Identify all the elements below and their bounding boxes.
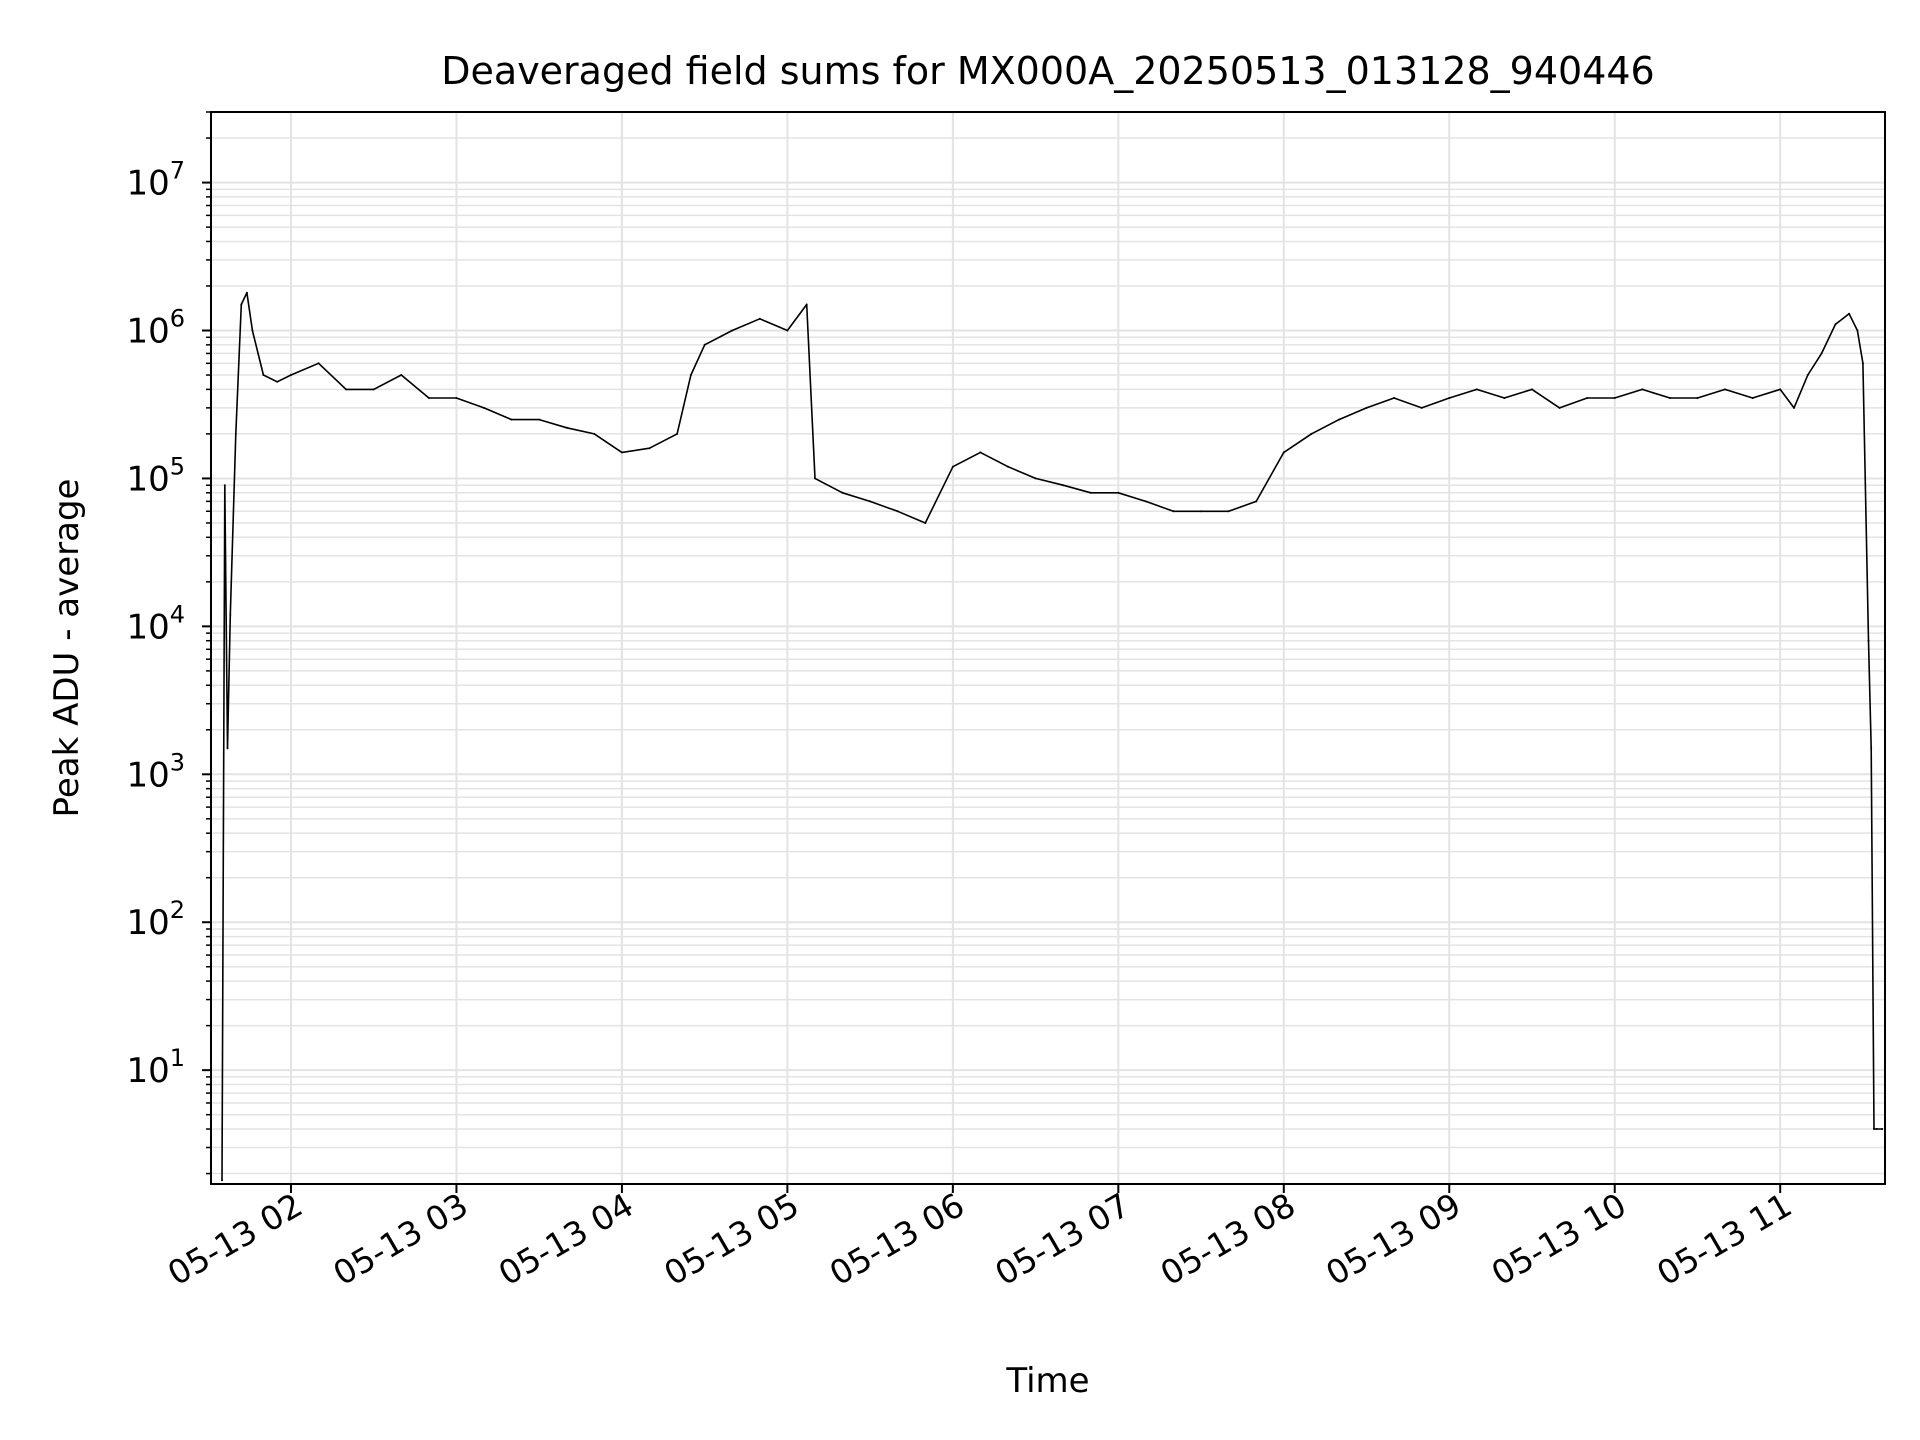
data-point: [1310, 432, 1313, 435]
data-point: [510, 418, 513, 421]
data-point: [1200, 510, 1203, 513]
data-point: [1144, 500, 1147, 503]
data-point: [1696, 397, 1699, 399]
data-point: [245, 291, 248, 294]
data-point: [1227, 510, 1230, 513]
data-point: [1034, 477, 1037, 480]
data-point: [805, 303, 808, 306]
data-point: [345, 388, 348, 391]
y-tick-label: 107: [126, 157, 185, 204]
data-point: [251, 329, 254, 332]
data-point: [1806, 374, 1809, 376]
data-point: [1820, 352, 1823, 355]
data-point: [758, 317, 761, 320]
data-point: [1848, 312, 1851, 315]
data-point: [1870, 747, 1873, 750]
data-point: [1558, 406, 1561, 409]
data-point: [240, 303, 243, 306]
series-layer: [221, 291, 1884, 1182]
data-point: [1282, 451, 1285, 454]
data-point: [1475, 388, 1478, 391]
data-point: [1503, 397, 1506, 399]
data-point: [1793, 406, 1795, 409]
data-point: [1867, 639, 1870, 642]
data-point: [276, 380, 279, 383]
data-point: [455, 397, 458, 399]
data-point: [427, 397, 430, 399]
data-point: [676, 432, 679, 435]
data-point: [620, 451, 623, 454]
y-tick-label: 102: [126, 896, 185, 943]
data-point: [1338, 418, 1340, 421]
data-point: [869, 500, 872, 503]
data-point: [1420, 406, 1423, 409]
data-point: [1724, 388, 1726, 391]
data-point: [1873, 1128, 1875, 1130]
data-point: [1834, 323, 1837, 326]
data-point: [814, 477, 816, 480]
data-point: [565, 426, 568, 429]
data-point: [1881, 1128, 1884, 1130]
data-point: [841, 491, 844, 494]
data-point: [1062, 484, 1065, 487]
y-tick-label: 104: [126, 600, 185, 647]
data-point: [317, 362, 320, 365]
data-point: [593, 432, 596, 435]
y-axis-ticks: 101 102 103 104 105 106 107: [126, 111, 211, 1175]
data-point: [1117, 491, 1120, 494]
data-point: [1751, 397, 1754, 399]
data-point: [223, 484, 226, 487]
data-point: [1172, 510, 1175, 513]
data-point: [1531, 388, 1533, 391]
data-point: [979, 451, 982, 454]
data-point: [689, 374, 692, 376]
data-point: [786, 329, 789, 332]
data-point: [1089, 491, 1092, 494]
data-point: [1007, 465, 1009, 468]
x-axis-label: Time: [1005, 1361, 1089, 1401]
y-tick-label: 105: [126, 452, 185, 499]
data-point: [400, 374, 403, 376]
data-point: [1448, 397, 1451, 399]
y-axis-label: Peak ADU - average: [47, 479, 87, 818]
data-point: [896, 510, 899, 513]
y-tick-label: 103: [126, 748, 185, 795]
data-point: [924, 522, 927, 524]
y-tick-label: 106: [126, 305, 185, 352]
data-point: [1393, 397, 1396, 399]
data-point: [1586, 397, 1589, 399]
data-point: [372, 388, 375, 391]
data-point: [221, 1179, 223, 1182]
data-point: [290, 374, 292, 376]
data-point: [951, 465, 954, 468]
data-point: [1668, 397, 1671, 399]
major-gridlines: [211, 112, 1885, 1184]
data-point: [1861, 362, 1864, 365]
data-point: [234, 432, 237, 435]
data-point: [1641, 388, 1644, 391]
y-tick-label: 101: [126, 1044, 185, 1091]
data-point: [1613, 397, 1616, 399]
data-point: [1365, 406, 1368, 409]
data-point: [229, 613, 232, 616]
data-point: [703, 343, 706, 346]
chart-title: Deaveraged field sums for MX000A_2025051…: [441, 49, 1654, 93]
plot-area-frame: [210, 111, 1886, 1185]
data-point: [731, 329, 734, 332]
data-point: [483, 406, 485, 409]
data-point: [262, 374, 265, 376]
data-point: [1779, 388, 1782, 391]
data-point: [1255, 500, 1258, 503]
data-point: [538, 418, 541, 421]
data-point: [226, 747, 229, 750]
data-point: [648, 447, 651, 450]
data-point: [1856, 329, 1859, 332]
data-point: [1875, 1128, 1878, 1130]
